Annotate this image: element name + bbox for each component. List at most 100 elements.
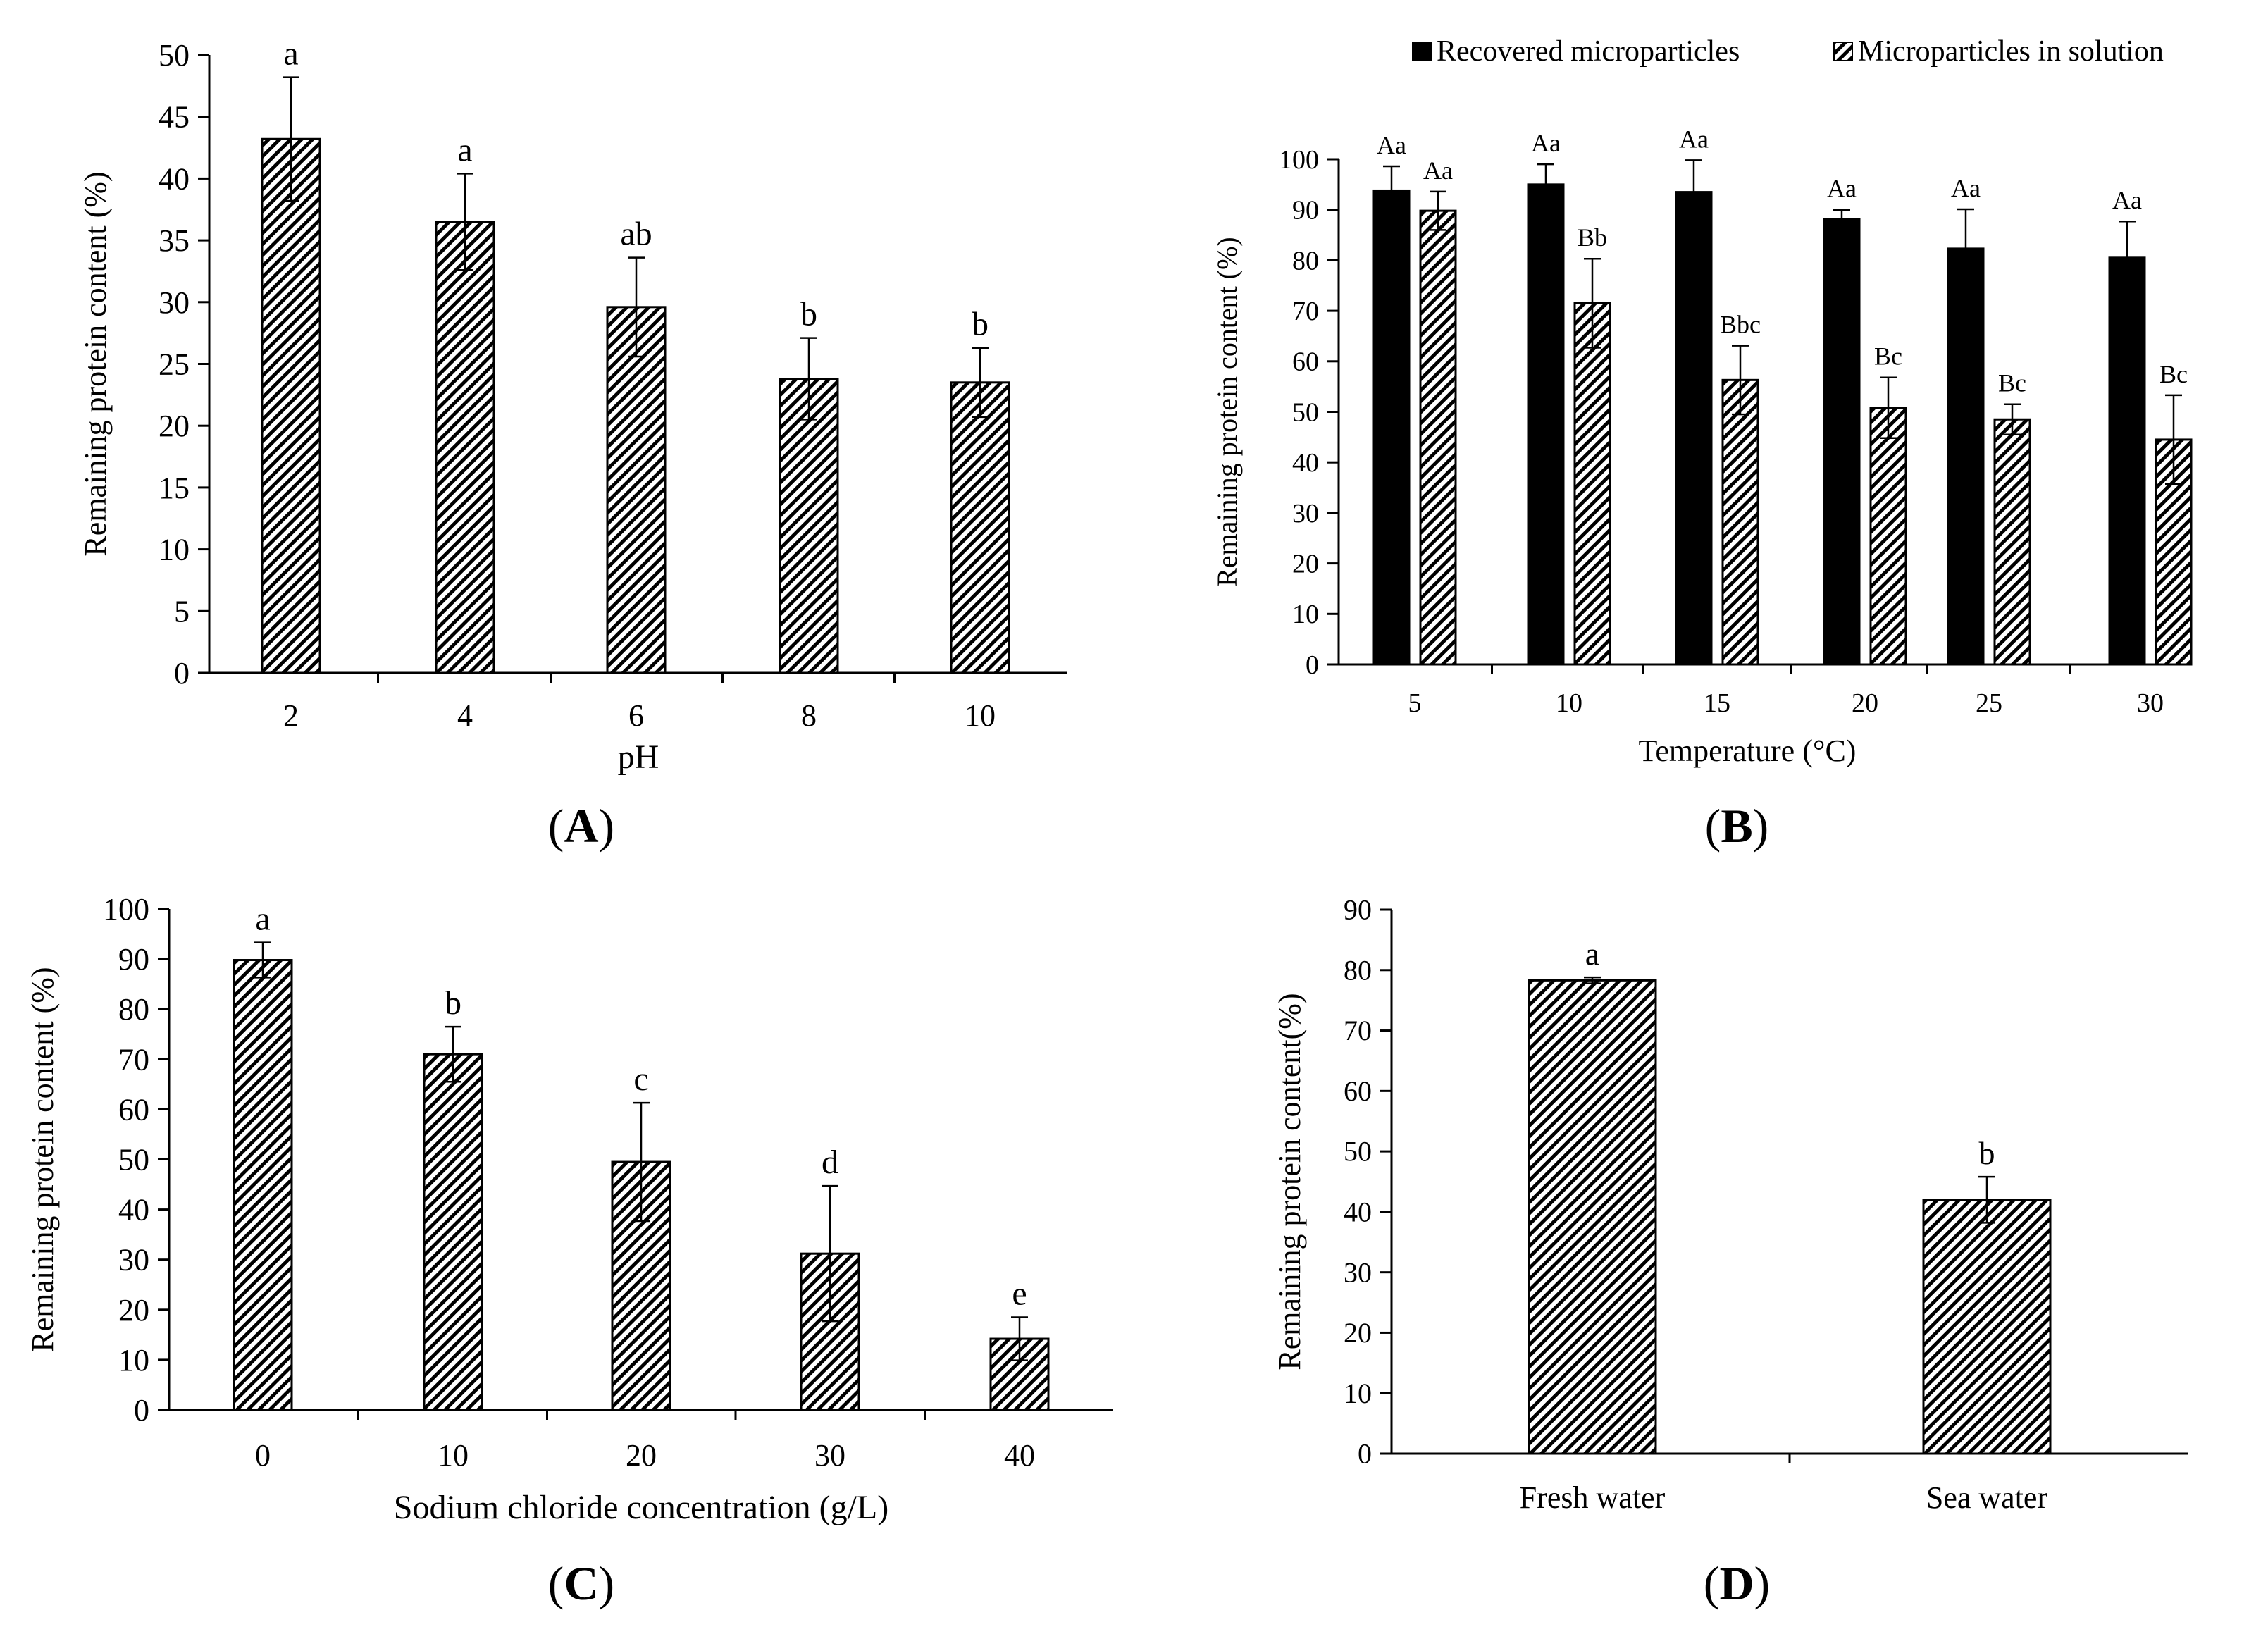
y-tick-label: 100 xyxy=(1279,145,1319,175)
significance-letter: Bbc xyxy=(1720,311,1761,339)
y-tick-label: 30 xyxy=(159,285,190,320)
bar xyxy=(1993,418,2031,666)
significance-letter: b xyxy=(445,984,461,1022)
significance-letter: d xyxy=(822,1144,838,1181)
chart-panel-b: 0 10 20 30 40 50 60 70 80 90 100 5 10 15 20 25 30 Aa Aa Aa A… xyxy=(1211,35,2193,853)
significance-letter: ab xyxy=(620,216,652,253)
panel-label-letter: A xyxy=(564,799,598,853)
panel-label: (B) xyxy=(1705,799,1769,853)
y-tick-label: 50 xyxy=(118,1142,149,1177)
y-tick-label: 40 xyxy=(159,161,190,196)
panel-label: (D) xyxy=(1704,1556,1770,1610)
y-tick-label: 35 xyxy=(159,223,190,258)
y-tick-label: 30 xyxy=(1344,1256,1372,1288)
bar xyxy=(606,306,667,674)
y-tick-label: 30 xyxy=(118,1243,149,1277)
x-tick-label: Sea water xyxy=(1926,1480,2048,1515)
y-tick-label: 90 xyxy=(1344,894,1372,926)
significance-letter: b xyxy=(800,296,817,333)
bar xyxy=(1675,191,1713,666)
y-tick-label: 0 xyxy=(1306,650,1319,680)
significance-letter: Aa xyxy=(1423,156,1453,185)
y-tick-label: 5 xyxy=(174,594,190,629)
x-tick-label: Fresh water xyxy=(1520,1480,1666,1515)
y-tick-label: 70 xyxy=(1292,297,1319,326)
significance-letter: a xyxy=(1585,936,1599,972)
x-tick-label: 40 xyxy=(1004,1438,1035,1473)
x-tick-label: 15 xyxy=(1704,688,1730,718)
panel-label-letter: C xyxy=(564,1556,598,1610)
y-tick-label: 0 xyxy=(174,656,190,691)
y-tick-label: 90 xyxy=(1292,196,1319,225)
y-tick-label: 20 xyxy=(1344,1317,1372,1349)
legend-label: Microparticles in solution xyxy=(1858,35,2164,68)
significance-letter: Aa xyxy=(1951,174,1981,202)
y-tick-label: 20 xyxy=(159,409,190,443)
bar xyxy=(1419,209,1457,666)
x-axis-label: pH xyxy=(618,738,659,776)
x-tick-label: 10 xyxy=(438,1438,469,1473)
y-tick-label: 30 xyxy=(1292,499,1319,528)
x-tick-label: 4 xyxy=(457,698,473,733)
y-tick-label: 100 xyxy=(103,892,149,927)
y-tick-label: 25 xyxy=(159,347,190,381)
significance-letter: a xyxy=(283,35,298,73)
y-tick-label: 60 xyxy=(118,1092,149,1127)
y-tick-label: 10 xyxy=(1344,1378,1372,1409)
x-tick-label: 25 xyxy=(1976,688,2002,718)
y-tick-label: 70 xyxy=(1344,1015,1372,1046)
bar xyxy=(1527,183,1565,666)
x-tick-label: 30 xyxy=(2137,688,2164,718)
significance-letter: Bb xyxy=(1578,223,1607,252)
y-tick-label: 70 xyxy=(118,1042,149,1077)
bar xyxy=(1823,218,1861,666)
bar xyxy=(2108,256,2146,666)
significance-letter: e xyxy=(1012,1275,1027,1312)
bar xyxy=(261,137,321,674)
x-axis-label: Sodium chloride concentration (g/L) xyxy=(394,1489,888,1526)
x-axis-label: Temperature (°C) xyxy=(1639,734,1857,768)
x-tick-label: 10 xyxy=(965,698,996,733)
x-tick-label: 8 xyxy=(801,698,817,733)
y-tick-label: 80 xyxy=(1344,954,1372,986)
significance-letter: Aa xyxy=(1827,175,1857,203)
bar xyxy=(1922,1199,2052,1455)
y-tick-label: 50 xyxy=(1292,397,1319,427)
y-axis-label: Remaining protein content (%) xyxy=(25,967,60,1351)
y-tick-label: 40 xyxy=(1344,1196,1372,1227)
x-tick-label: 10 xyxy=(1556,688,1582,718)
bar xyxy=(1869,407,1907,666)
x-tick-label: 6 xyxy=(628,698,644,733)
y-tick-label: 60 xyxy=(1344,1075,1372,1107)
significance-letter: b xyxy=(972,306,989,343)
bar xyxy=(1721,378,1759,666)
y-axis-label: Remaining protein content (%) xyxy=(78,171,113,556)
y-tick-label: 60 xyxy=(1292,347,1319,377)
panel-label: (A) xyxy=(548,799,614,853)
y-axis-label: Remaining protein content(%) xyxy=(1272,993,1307,1370)
y-axis-label: Remaining protein content (%) xyxy=(1211,237,1243,587)
y-tick-label: 50 xyxy=(1344,1136,1372,1168)
bar xyxy=(1947,247,1985,666)
bar xyxy=(779,378,839,674)
significance-letter: a xyxy=(255,900,270,938)
bar xyxy=(1528,979,1657,1455)
significance-letter: Aa xyxy=(1377,131,1406,159)
panel-label-letter: D xyxy=(1719,1556,1754,1610)
y-tick-label: 10 xyxy=(1292,600,1319,629)
y-tick-label: 40 xyxy=(1292,448,1319,478)
panel-label: (C) xyxy=(548,1556,614,1610)
bar xyxy=(435,221,495,674)
y-tick-label: 50 xyxy=(159,38,190,73)
y-tick-label: 40 xyxy=(118,1193,149,1227)
x-tick-label: 2 xyxy=(283,698,299,733)
y-tick-label: 20 xyxy=(1292,550,1319,579)
significance-letter: Aa xyxy=(1679,125,1709,153)
y-tick-label: 80 xyxy=(118,992,149,1027)
bar xyxy=(1573,302,1611,666)
x-tick-label: 0 xyxy=(255,1438,271,1473)
y-tick-label: 20 xyxy=(118,1293,149,1327)
bar xyxy=(233,959,293,1411)
significance-letter: Aa xyxy=(2112,186,2142,214)
